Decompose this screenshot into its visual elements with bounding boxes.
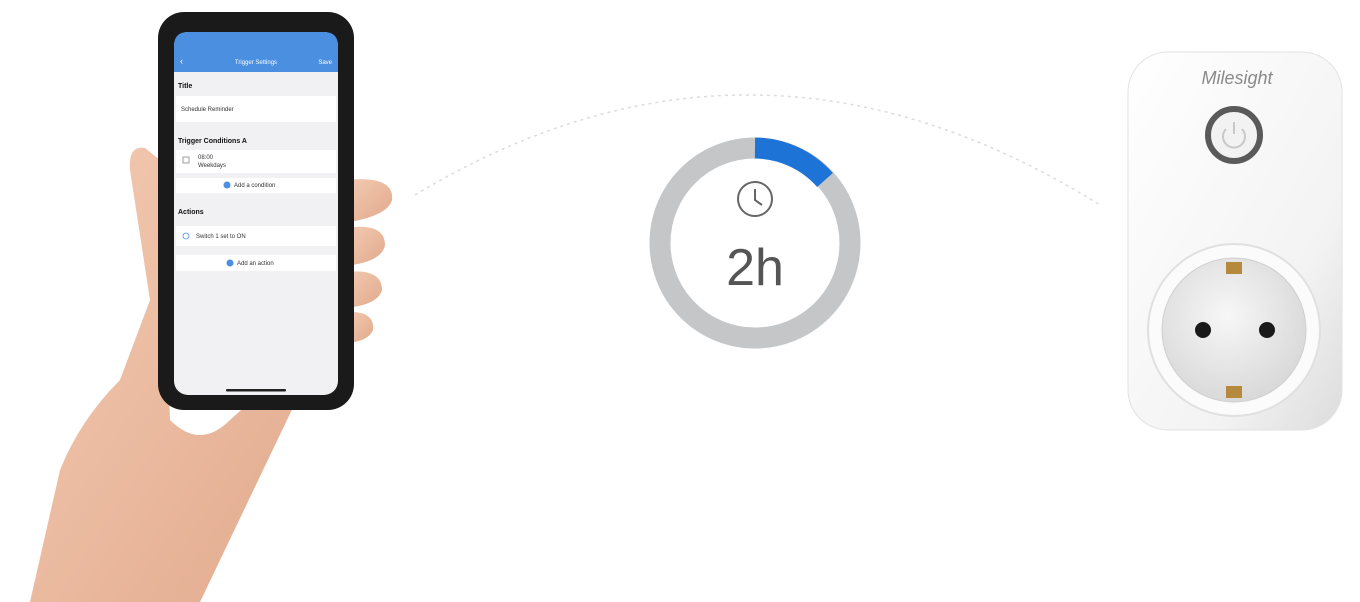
nav-title: Trigger Settings bbox=[235, 60, 277, 66]
ground-clip bbox=[1226, 386, 1242, 398]
ground-clip bbox=[1226, 262, 1242, 274]
action-value: Switch 1 set to ON bbox=[196, 234, 246, 240]
timer-label: 2h bbox=[726, 239, 784, 297]
title-value: Schedule Reminder bbox=[181, 107, 234, 113]
condition-row[interactable] bbox=[176, 150, 336, 173]
section-label: Trigger Conditions A bbox=[178, 138, 247, 145]
back-icon[interactable]: ‹ bbox=[180, 56, 183, 66]
add-condition: Add a condition bbox=[234, 183, 275, 189]
nav-action[interactable]: Save bbox=[318, 60, 332, 66]
page: {"phone": {"nav_title": "Trigger Setting… bbox=[0, 0, 1360, 602]
condition-days: Weekdays bbox=[198, 163, 226, 169]
add-icon bbox=[224, 182, 231, 189]
socket bbox=[1162, 258, 1306, 402]
section-label: Actions bbox=[178, 209, 204, 216]
section-label: Title bbox=[178, 83, 192, 90]
illustration: Trigger Settings Save ‹ Title Schedule R… bbox=[0, 0, 1360, 602]
socket-hole bbox=[1259, 322, 1275, 338]
socket-hole bbox=[1195, 322, 1211, 338]
add-icon bbox=[227, 260, 234, 267]
nav-bar bbox=[174, 32, 338, 72]
condition-time: 08:00 bbox=[198, 155, 214, 161]
brand: Milesight bbox=[1201, 68, 1273, 88]
home-indicator bbox=[226, 389, 286, 392]
add-action: Add an action bbox=[237, 261, 274, 267]
power-button[interactable] bbox=[1208, 109, 1260, 161]
